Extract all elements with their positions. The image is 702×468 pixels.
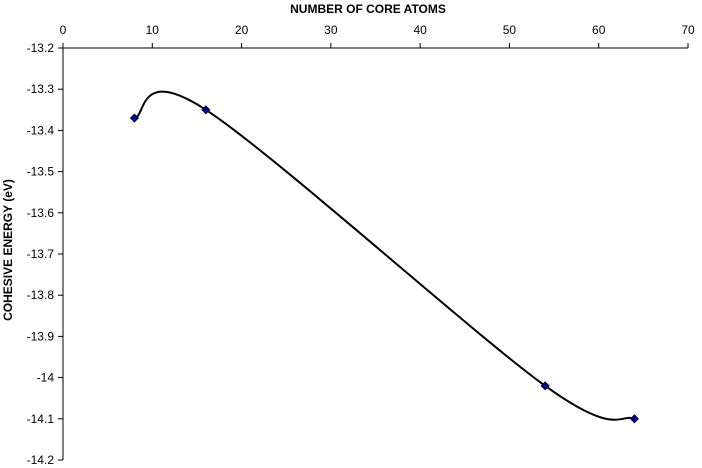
x-tick-label: 10 bbox=[146, 23, 160, 37]
series-line bbox=[134, 90, 635, 421]
labels-layer: NUMBER OF CORE ATOMS COHESIVE ENERGY (eV… bbox=[1, 2, 446, 321]
data-point-marker bbox=[540, 381, 550, 391]
data-point-marker bbox=[629, 414, 639, 424]
x-axis-title: NUMBER OF CORE ATOMS bbox=[290, 2, 446, 16]
y-tick-label: -14.1 bbox=[27, 412, 55, 426]
y-tick-label: -13.7 bbox=[27, 247, 55, 261]
data-point-marker bbox=[201, 105, 211, 115]
ticks-layer: 0 10 20 30 40 50 60 70 -13.2 -13.3 -13.4 -13.5 -13.6… bbox=[27, 23, 695, 467]
x-tick-label: 40 bbox=[413, 23, 427, 37]
y-tick-label: -13.2 bbox=[27, 41, 55, 55]
axes-layer bbox=[62, 47, 688, 460]
y-axis-title: COHESIVE ENERGY (eV) bbox=[1, 179, 15, 321]
data-point-marker bbox=[129, 113, 139, 123]
x-tick-label: 20 bbox=[235, 23, 249, 37]
y-tick-label: -13.9 bbox=[27, 329, 55, 343]
x-tick-label: 70 bbox=[681, 23, 695, 37]
y-tick-label: -13.3 bbox=[27, 82, 55, 96]
y-tick-label: -13.5 bbox=[27, 165, 55, 179]
y-tick-label: -13.8 bbox=[27, 288, 55, 302]
y-tick-label: -13.6 bbox=[27, 206, 55, 220]
series-layer bbox=[129, 90, 639, 424]
x-tick-label: 50 bbox=[503, 23, 517, 37]
y-tick-label: -14 bbox=[37, 371, 55, 385]
y-tick-label: -14.2 bbox=[27, 453, 55, 467]
x-tick-label: 30 bbox=[324, 23, 338, 37]
x-tick-label: 60 bbox=[592, 23, 606, 37]
y-tick-label: -13.4 bbox=[27, 123, 55, 137]
x-tick-label: 0 bbox=[60, 23, 67, 37]
